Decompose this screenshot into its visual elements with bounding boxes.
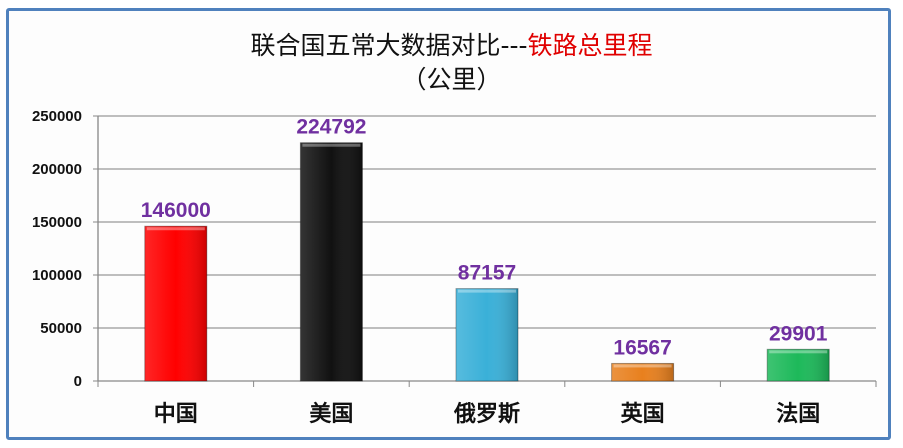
bar-shine xyxy=(144,226,207,381)
chart-title-highlight: 铁路总里程 xyxy=(527,31,653,60)
y-tick-label: 0 xyxy=(74,373,82,390)
bar-bevel xyxy=(458,289,516,293)
y-tick-label: 150000 xyxy=(32,214,82,231)
chart-title-main: 联合国五常大数据对比--- xyxy=(250,31,528,60)
chart-subtitle: （公里） xyxy=(401,65,502,94)
bar-bevel xyxy=(613,364,672,368)
x-category-label: 英国 xyxy=(621,402,665,427)
bar-bevel xyxy=(146,227,205,231)
data-label: 87157 xyxy=(458,262,516,285)
y-tick-label: 250000 xyxy=(32,108,82,125)
bar-shine xyxy=(456,288,518,381)
chart-title: 联合国五常大数据对比---铁路总里程 xyxy=(0,26,903,62)
bar-shine xyxy=(611,363,674,381)
y-tick-label: 50000 xyxy=(40,320,82,337)
x-category-label: 美国 xyxy=(309,401,353,427)
data-label: 29901 xyxy=(769,322,828,345)
data-label: 224792 xyxy=(296,116,366,139)
data-label: 146000 xyxy=(141,199,211,222)
x-category-label: 中国 xyxy=(154,402,198,427)
x-category-label: 俄罗斯 xyxy=(453,401,520,427)
y-tick-label: 200000 xyxy=(32,161,82,178)
bar-bevel xyxy=(769,350,828,354)
bar-shine xyxy=(767,349,830,381)
bar-bevel xyxy=(302,143,361,147)
y-tick-label: 100000 xyxy=(32,267,82,284)
x-category-label: 法国 xyxy=(776,402,820,427)
bar-shine xyxy=(300,142,363,381)
data-label: 16567 xyxy=(613,336,671,359)
